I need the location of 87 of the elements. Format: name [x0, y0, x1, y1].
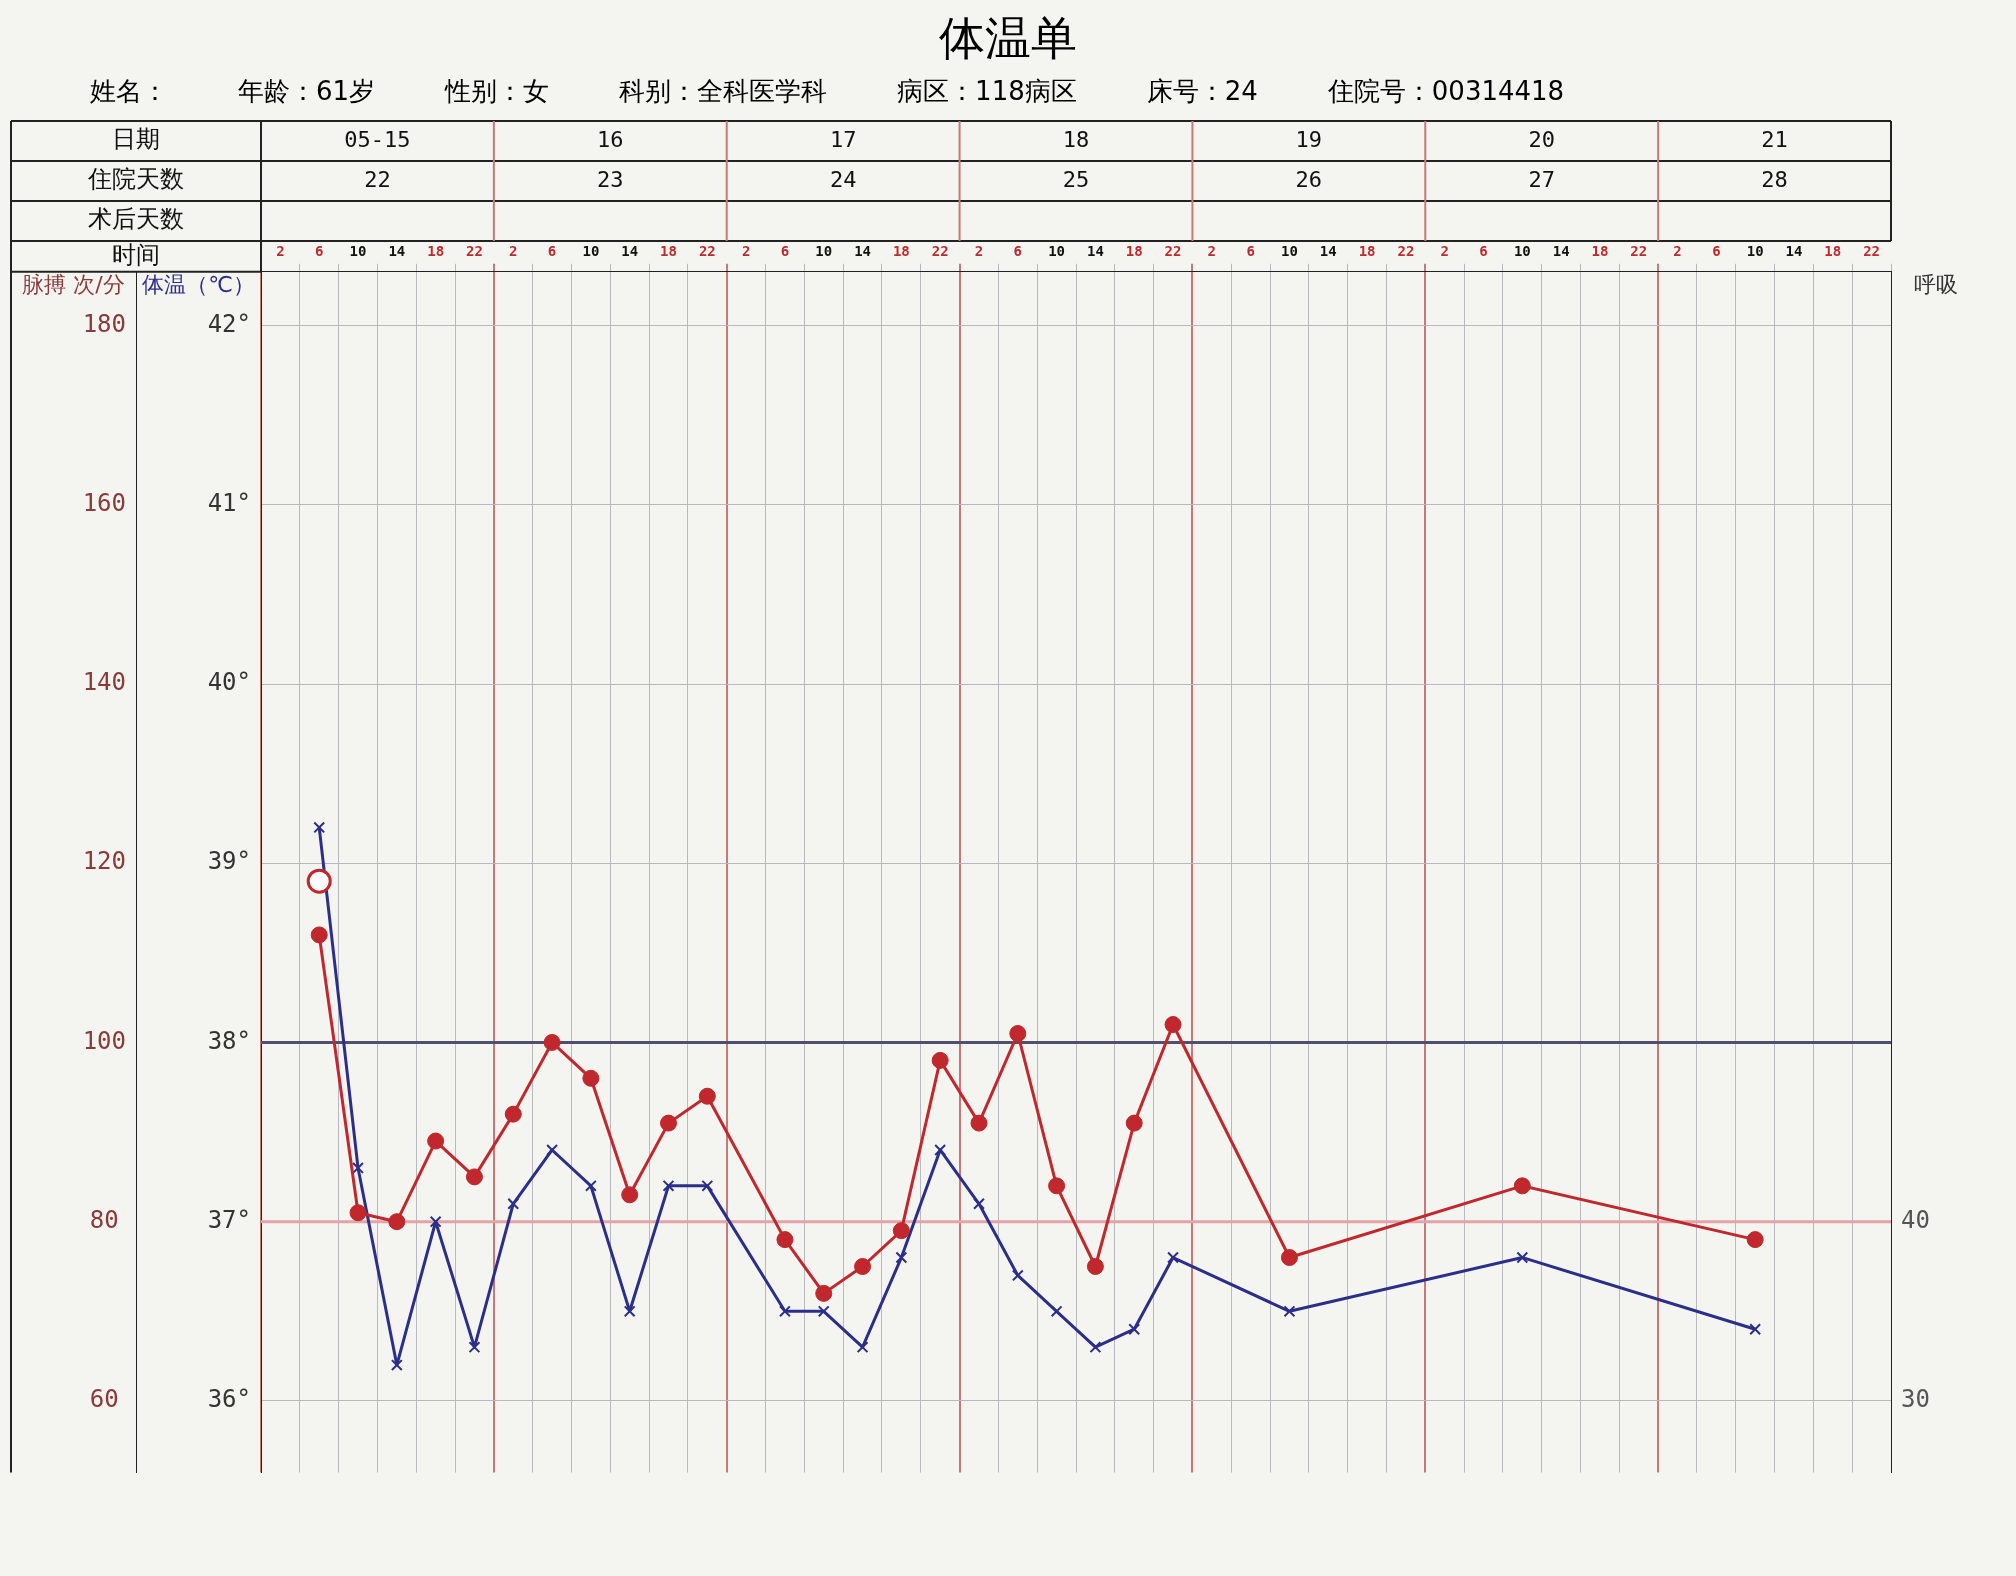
y3-tick-label: 60 [89, 1385, 119, 1414]
text: 术后天数 [88, 205, 184, 234]
text: 22 [364, 166, 391, 192]
text: 病区：118病区 [897, 75, 1077, 108]
y-tick-label: 38° [207, 1026, 252, 1055]
x-tick-label: 6 [315, 243, 324, 260]
text: 21 [1761, 126, 1788, 152]
x-tick-label: 22 [1397, 243, 1415, 260]
x-tick-label: 22 [698, 243, 716, 260]
y-tick-label: 40° [207, 668, 252, 697]
x-tick-label: 22 [466, 243, 483, 260]
x-tick-label: 10 [349, 243, 367, 260]
x-tick-label: 14 [1552, 243, 1570, 260]
x-tick-label: 2 [1440, 243, 1449, 260]
y3-tick-label: 100 [82, 1026, 127, 1055]
y3-tick-label: 140 [82, 668, 127, 697]
text: 性别：女 [445, 75, 550, 108]
x-tick-label: 18 [427, 243, 445, 260]
x-tick-label: 10 [1746, 243, 1764, 260]
x-tick-label: 2 [974, 243, 984, 260]
x-tick-label: 14 [1086, 243, 1104, 260]
y-tick-label: 36° [207, 1385, 252, 1414]
x-tick-label: 14 [621, 243, 639, 260]
x-tick-label: 6 [1246, 243, 1255, 260]
text: 24 [829, 166, 857, 192]
y-tick-label: 39° [207, 847, 252, 876]
x-tick-label: 14 [388, 243, 406, 260]
x-tick-label: 6 [1712, 243, 1721, 260]
text: 住院号：00314418 [1327, 75, 1565, 108]
text: 16 [597, 126, 624, 152]
x-tick-label: 18 [1358, 243, 1376, 260]
x-tick-label: 10 [1281, 243, 1298, 260]
x-tick-label: 6 [1479, 243, 1488, 260]
x-tick-label: 10 [582, 243, 600, 260]
x-tick-label: 22 [1164, 243, 1182, 260]
y-tick-label: 37° [207, 1205, 252, 1234]
text: 住院天数 [87, 165, 184, 194]
x-tick-label: 6 [780, 243, 790, 260]
text: 床号：24 [1146, 75, 1258, 108]
y-axis-title: 体温（℃） [142, 271, 255, 297]
x-tick-label: 14 [854, 243, 871, 260]
x-tick-label: 18 [1824, 243, 1842, 260]
x-tick-label: 10 [1048, 243, 1066, 260]
text: 19 [1295, 126, 1323, 152]
x-tick-label: 18 [892, 243, 910, 260]
y2-axis-title: 呼吸 [1914, 271, 1958, 297]
y2-tick-label: 40 [1901, 1205, 1930, 1234]
x-tick-label: 14 [1785, 243, 1803, 260]
x-tick-label: 10 [815, 243, 833, 260]
y-tick-label: 41° [207, 489, 252, 518]
x-tick-label: 6 [1013, 243, 1022, 260]
y3-tick-label: 160 [82, 489, 127, 518]
y3-tick-label: 120 [82, 847, 127, 876]
text: 27 [1528, 166, 1555, 192]
text: 17 [829, 126, 857, 152]
x-tick-label: 10 [1513, 243, 1531, 260]
text: 18 [1062, 126, 1090, 152]
text: 20 [1528, 126, 1555, 152]
y3-tick-label: 180 [82, 309, 127, 338]
y2-tick-label: 30 [1901, 1385, 1930, 1414]
x-tick-label: 2 [276, 243, 285, 260]
x-tick-label: 18 [660, 243, 677, 260]
x-tick-label: 2 [1673, 243, 1682, 260]
text: 23 [597, 166, 624, 192]
text: 时间 [112, 240, 160, 269]
y3-tick-label: 80 [89, 1205, 119, 1234]
x-tick-label: 14 [1319, 243, 1337, 260]
x-tick-label: 2 [741, 243, 751, 260]
chart-title: 体温单 [938, 10, 1078, 67]
text: 05-15 [344, 126, 411, 152]
text: 28 [1761, 166, 1788, 192]
x-tick-label: 2 [1207, 243, 1217, 260]
x-tick-label: 6 [547, 243, 557, 260]
y-tick-label: 42° [207, 309, 252, 338]
x-tick-label: 2 [509, 243, 518, 260]
text: 日期 [112, 125, 160, 154]
text: 年龄：61岁 [238, 75, 376, 108]
x-tick-label: 22 [1630, 243, 1648, 260]
text: 25 [1062, 166, 1090, 192]
x-tick-label: 22 [931, 243, 949, 260]
text: 科别：全科医学科 [619, 75, 828, 108]
x-tick-label: 22 [1863, 243, 1881, 260]
x-tick-label: 18 [1591, 243, 1609, 260]
y3-axis-title: 脉搏 次/分 [22, 271, 125, 297]
text: 26 [1295, 166, 1323, 192]
x-tick-label: 18 [1125, 243, 1143, 260]
text: 姓名： [90, 75, 168, 108]
